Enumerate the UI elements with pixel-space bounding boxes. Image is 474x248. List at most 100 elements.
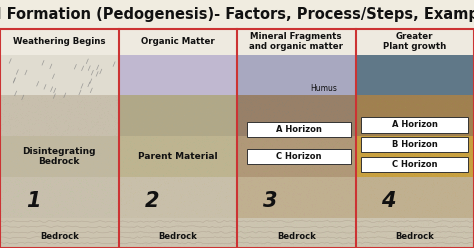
Point [53, 194, 61, 198]
Point [325, 198, 333, 202]
Point [388, 189, 396, 193]
Point [77, 118, 84, 122]
Point [55, 190, 63, 194]
Point [131, 147, 139, 151]
Point [358, 175, 365, 179]
Point [41, 238, 49, 242]
Point [372, 206, 379, 210]
Point [22, 136, 30, 140]
Point [89, 124, 96, 128]
Point [53, 127, 60, 131]
Point [291, 188, 298, 192]
Point [298, 121, 306, 125]
Point [128, 146, 136, 150]
Point [359, 175, 367, 179]
Point [335, 206, 343, 210]
Point [155, 234, 163, 238]
Point [454, 219, 462, 223]
Point [41, 102, 48, 106]
Point [164, 122, 172, 126]
Point [269, 159, 277, 163]
Point [411, 139, 419, 143]
Point [193, 102, 201, 106]
Point [103, 168, 111, 172]
Point [132, 109, 140, 113]
Point [346, 231, 353, 235]
Point [36, 135, 43, 139]
Point [406, 179, 413, 183]
Point [164, 122, 172, 126]
Point [225, 231, 233, 235]
Point [373, 134, 380, 138]
Point [80, 238, 88, 242]
Point [126, 241, 134, 245]
Point [449, 105, 456, 109]
Point [360, 187, 368, 191]
Point [356, 197, 363, 201]
Point [0, 117, 4, 121]
Point [67, 147, 75, 151]
Point [447, 218, 455, 222]
Point [32, 181, 40, 185]
Point [262, 196, 269, 200]
Point [132, 148, 139, 152]
Point [42, 118, 50, 122]
Point [361, 197, 369, 201]
Point [203, 192, 211, 196]
Point [290, 144, 298, 148]
Point [89, 151, 96, 155]
Point [133, 183, 140, 187]
Point [110, 137, 118, 141]
Point [60, 101, 68, 105]
Point [429, 96, 437, 100]
Point [212, 117, 220, 121]
Point [27, 141, 34, 145]
Point [42, 197, 49, 201]
Point [371, 163, 378, 167]
Point [117, 244, 125, 248]
Point [106, 111, 114, 115]
Point [271, 106, 278, 110]
Point [334, 166, 342, 170]
Point [451, 191, 459, 195]
Point [134, 190, 141, 194]
Point [30, 180, 38, 184]
Point [433, 181, 441, 185]
Point [138, 164, 146, 168]
Point [431, 117, 438, 121]
Point [341, 218, 349, 222]
Point [324, 167, 332, 171]
Point [449, 233, 457, 237]
Point [69, 143, 76, 147]
Point [365, 138, 373, 142]
Point [403, 167, 410, 171]
Point [380, 227, 387, 231]
Point [336, 145, 343, 149]
Point [32, 236, 40, 240]
Point [307, 130, 315, 134]
Point [224, 138, 231, 142]
Point [382, 221, 390, 225]
Point [213, 241, 220, 245]
Point [381, 157, 388, 161]
Point [161, 154, 168, 158]
Point [398, 133, 406, 137]
Point [142, 234, 149, 238]
Point [213, 146, 220, 150]
Point [14, 238, 21, 242]
Point [310, 179, 318, 183]
Point [105, 109, 112, 113]
Point [21, 246, 29, 248]
Point [166, 193, 174, 197]
Point [122, 209, 129, 213]
Point [185, 192, 192, 196]
Point [346, 191, 353, 195]
Point [316, 194, 323, 198]
Point [332, 100, 339, 104]
Point [122, 135, 129, 139]
Point [445, 238, 453, 242]
Point [154, 185, 162, 189]
Point [209, 236, 216, 240]
Point [230, 245, 237, 248]
Point [331, 175, 339, 179]
